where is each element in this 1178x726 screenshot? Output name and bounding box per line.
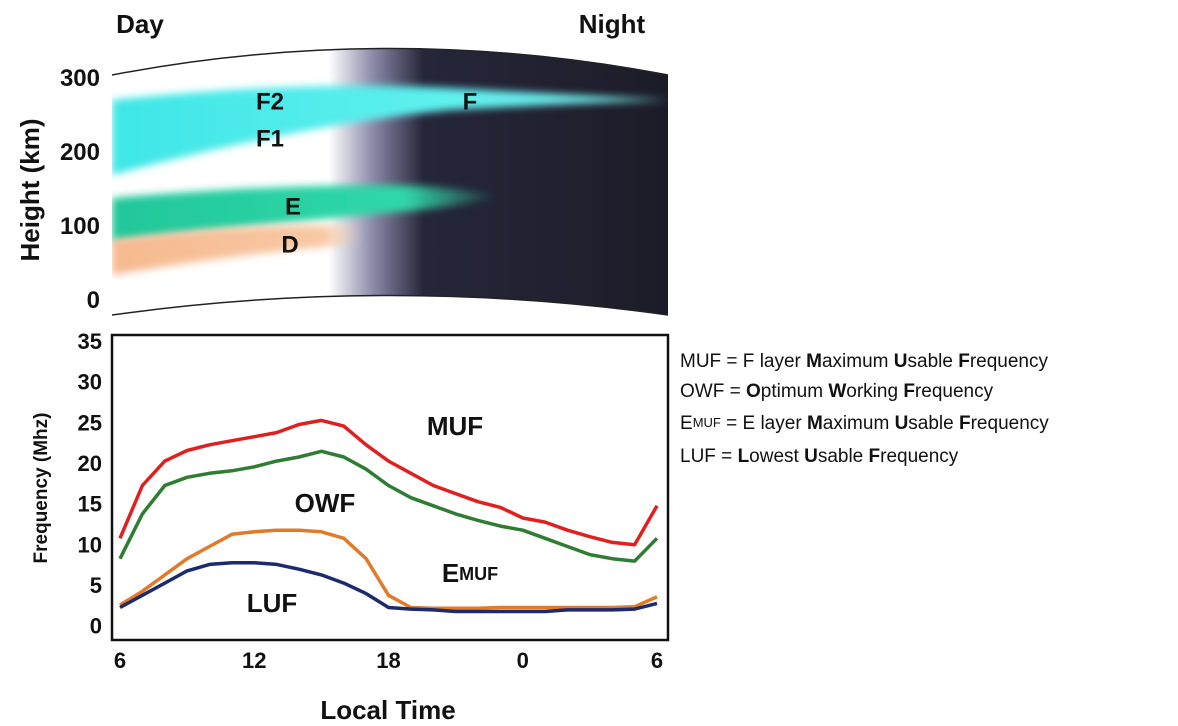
series-line xyxy=(118,449,659,563)
x-tick-label: 6 xyxy=(651,648,663,673)
y-tick-label: 0 xyxy=(87,287,100,314)
legend-text: F xyxy=(959,413,971,434)
x-tick-label: 18 xyxy=(376,648,400,673)
legend-text: owest xyxy=(749,446,804,467)
y-axis-label: Frequency (Mhz) xyxy=(31,413,52,564)
legend-text: U xyxy=(895,413,909,434)
legend-text: U xyxy=(804,446,818,467)
ionosphere xyxy=(112,48,668,315)
legend-text: F xyxy=(903,381,915,402)
f-layer xyxy=(112,85,668,175)
y-tick-label: 300 xyxy=(60,65,100,92)
legend-text: requency xyxy=(970,351,1049,372)
e-layer xyxy=(112,185,500,242)
series-line xyxy=(118,418,659,547)
series-line xyxy=(119,560,658,614)
d-layer xyxy=(112,225,360,275)
legend-text: MUF = F layer xyxy=(680,351,806,372)
y-tick-label: 100 xyxy=(60,213,100,240)
legend-text: requency xyxy=(971,413,1050,434)
legend-text: = E layer xyxy=(721,413,807,434)
layer-label: E xyxy=(285,193,301,220)
y-tick-label: 200 xyxy=(60,139,100,166)
series-label: MUF xyxy=(427,411,483,441)
y-tick-label: 0 xyxy=(90,614,102,639)
sky-edge xyxy=(111,47,669,76)
legend-text: sable xyxy=(818,446,869,467)
y-tick-label: 10 xyxy=(78,532,102,557)
legend-text: orking xyxy=(846,381,903,402)
day-night-background xyxy=(112,48,668,315)
y-tick-label: 15 xyxy=(78,492,102,517)
y-tick-label: 35 xyxy=(78,329,102,354)
layer-label: F xyxy=(463,88,478,115)
layer-label: F1 xyxy=(256,125,284,152)
legend-text: OWF = xyxy=(680,381,746,402)
y-tick-label: 30 xyxy=(78,370,102,395)
legend-entry: OWF = Optimum Working Frequency xyxy=(680,381,994,402)
x-tick-label: 0 xyxy=(517,648,529,673)
legend-text: F xyxy=(869,446,881,467)
x-tick-label: 6 xyxy=(114,648,126,673)
legend-text: aximum xyxy=(822,351,894,372)
legend-text: sable xyxy=(908,351,959,372)
legend-text: M xyxy=(806,351,822,372)
legend-text: U xyxy=(894,351,908,372)
series-line xyxy=(119,528,658,611)
corner-label: Day xyxy=(116,9,164,39)
series-label: LUF xyxy=(247,588,298,618)
ground-edge xyxy=(111,294,669,316)
corner-label: Night xyxy=(579,9,646,39)
legend-text: requency xyxy=(915,381,994,402)
legend-text: LUF = xyxy=(680,446,738,467)
layer-label: D xyxy=(281,231,298,258)
legend-text: ptimum xyxy=(761,381,829,402)
y-axis-label: Height (km) xyxy=(15,119,45,262)
series-label: OWF xyxy=(295,488,356,518)
x-axis-label: Local Time xyxy=(320,695,455,725)
legend-text: MUF xyxy=(693,415,721,430)
y-tick-label: 5 xyxy=(90,573,102,598)
legend-entry: LUF = Lowest Usable Frequency xyxy=(680,446,959,467)
legend-text: E xyxy=(680,413,693,434)
y-tick-label: 25 xyxy=(78,410,102,435)
legend-entry: MUF = F layer Maximum Usable Frequency xyxy=(680,351,1048,372)
legend-text: W xyxy=(828,381,846,402)
x-tick-label: 12 xyxy=(242,648,266,673)
legend-text: F xyxy=(958,351,970,372)
legend-text: requency xyxy=(880,446,959,467)
series-label: EMUF xyxy=(442,558,498,588)
y-tick-label: 20 xyxy=(78,451,102,476)
layer-label: F2 xyxy=(256,88,284,115)
legend-text: aximum xyxy=(823,413,895,434)
legend-text: M xyxy=(807,413,823,434)
legend-text: sable xyxy=(908,413,959,434)
legend-text: L xyxy=(738,446,750,467)
legend-text: O xyxy=(746,381,761,402)
legend-entry: EMUF = E layer Maximum Usable Frequency xyxy=(680,413,1049,434)
